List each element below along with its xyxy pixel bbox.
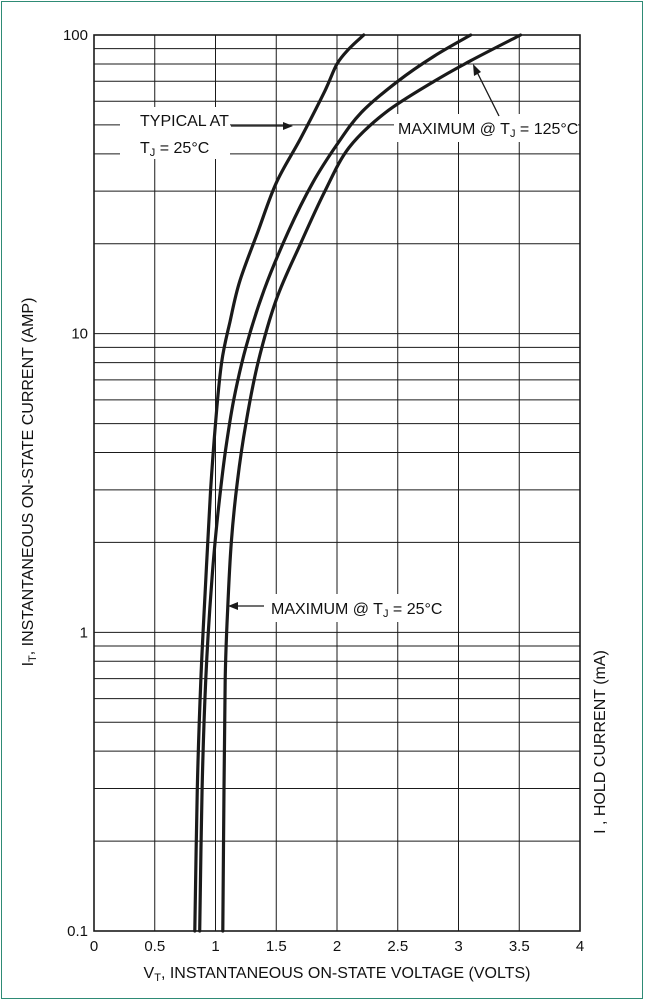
annotation-typical-line1: TYPICAL AT — [140, 113, 229, 130]
y-axis-label: IT, INSTANTANEOUS ON-STATE CURRENT (AMP) — [20, 298, 39, 667]
x-tick-label-5: 2.5 — [387, 938, 408, 955]
curves — [193, 33, 523, 933]
x-tick-label-3: 1.5 — [266, 938, 287, 955]
x-tick-label-1: 0.5 — [144, 938, 165, 955]
annotation-max25-arrowhead — [228, 602, 238, 610]
x-tick-label-8: 4 — [576, 938, 584, 955]
plot-border — [93, 34, 581, 932]
tick-labels: 0 0.5 1 1.5 2 2.5 3 3.5 4 0.1 1 10 100 — [63, 27, 584, 955]
annotation-max25-text: MAXIMUM @ TJ = 25°C — [271, 601, 442, 620]
series-line-typical25 — [193, 33, 366, 933]
annotation-typical-25c: TYPICAL AT TJ = 25°C — [120, 107, 293, 159]
y-tick-label-1: 1 — [80, 624, 88, 641]
y-tick-label-0: 0.1 — [67, 923, 88, 940]
y2-axis-label: I , HOLD CURRENT (mA) — [592, 650, 609, 834]
annotation-max125-text: MAXIMUM @ TJ = 125°C — [398, 121, 578, 140]
annotation-typical-line2: TJ = 25°C — [140, 140, 209, 159]
x-axis-label: VT, INSTANTANEOUS ON-STATE VOLTAGE (VOLT… — [144, 965, 531, 984]
annotation-max125-leader — [476, 71, 500, 117]
y-tick-label-3: 100 — [63, 27, 88, 44]
annotation-typical-arrowhead — [283, 122, 293, 130]
series-line-max25 — [198, 33, 473, 933]
annotation-max-125c: MAXIMUM @ TJ = 125°C — [394, 64, 578, 142]
x-tick-label-6: 3 — [454, 938, 462, 955]
annotation-max-25c: MAXIMUM @ TJ = 25°C — [228, 594, 447, 622]
x-tick-label-7: 3.5 — [509, 938, 530, 955]
x-tick-label-4: 2 — [333, 938, 341, 955]
x-tick-label-2: 1 — [211, 938, 219, 955]
series-line-max125 — [221, 33, 523, 933]
x-tick-label-0: 0 — [90, 938, 98, 955]
annotation-max125-arrowhead — [473, 64, 481, 76]
y-tick-label-2: 10 — [71, 326, 88, 343]
